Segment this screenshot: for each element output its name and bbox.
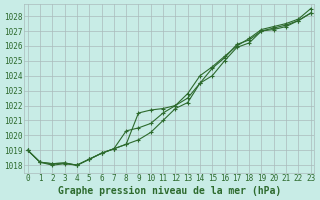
X-axis label: Graphe pression niveau de la mer (hPa): Graphe pression niveau de la mer (hPa): [58, 186, 281, 196]
